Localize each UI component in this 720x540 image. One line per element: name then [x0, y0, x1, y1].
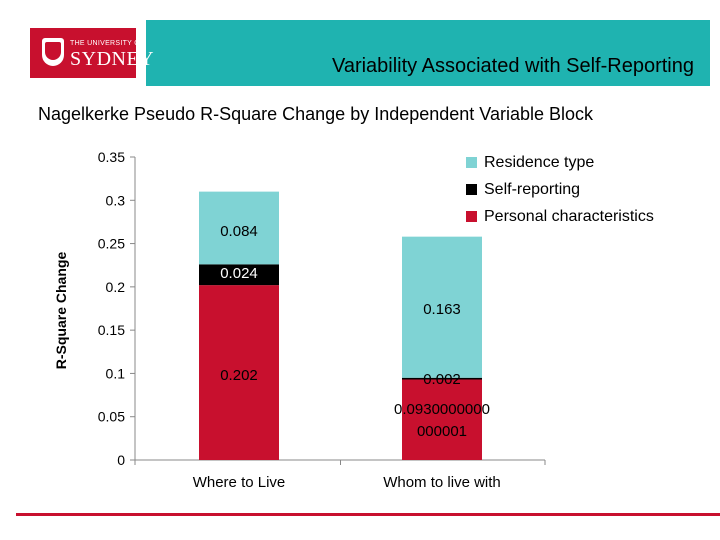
y-tick-label: 0	[117, 452, 125, 468]
data-label: 0.202	[220, 367, 258, 384]
data-label: 0.163	[423, 301, 461, 318]
chart-subtitle: Nagelkerke Pseudo R-Square Change by Ind…	[38, 104, 594, 124]
y-tick-label: 0.05	[98, 409, 125, 425]
legend-label: Self-reporting	[484, 181, 580, 198]
y-axis-title: R-Square Change	[53, 252, 69, 370]
logo-big-text: SYDNEY	[70, 48, 155, 70]
data-label: 0.084	[220, 223, 258, 240]
legend-swatch	[466, 211, 477, 222]
bar-segment	[402, 236, 482, 378]
slide-title: Variability Associated with Self-Reporti…	[331, 55, 694, 77]
legend-label: Residence type	[484, 154, 594, 171]
bar-segment	[402, 377, 482, 380]
crest-icon	[42, 38, 64, 66]
y-tick-label: 0.25	[98, 236, 125, 252]
y-tick-label: 0.1	[106, 365, 126, 381]
legend-swatch	[466, 184, 477, 195]
footer-rule	[16, 513, 720, 516]
legend-label: Personal characteristics	[484, 208, 654, 225]
data-label: 0.0930000000	[394, 401, 490, 418]
bar-segment	[402, 379, 482, 460]
bar-segment	[199, 191, 279, 265]
university-logo: THE UNIVERSITY OF SYDNEY	[20, 20, 154, 86]
y-tick-label: 0.2	[106, 279, 126, 295]
data-label: 0.002	[423, 371, 461, 388]
data-label: 0.024	[220, 265, 258, 282]
x-category-label: Whom to live with	[383, 474, 501, 491]
logo-panel: THE UNIVERSITY OF SYDNEY	[30, 28, 154, 78]
bar-segment	[199, 285, 279, 460]
bar-segment	[199, 264, 279, 286]
data-label: 000001	[417, 423, 467, 440]
x-category-label: Where to Live	[193, 474, 286, 491]
y-tick-label: 0.15	[98, 322, 125, 338]
y-tick-label: 0.3	[106, 192, 126, 208]
y-tick-label: 0.35	[98, 149, 125, 165]
logo-small-text: THE UNIVERSITY OF	[70, 40, 145, 47]
legend-swatch	[466, 157, 477, 168]
